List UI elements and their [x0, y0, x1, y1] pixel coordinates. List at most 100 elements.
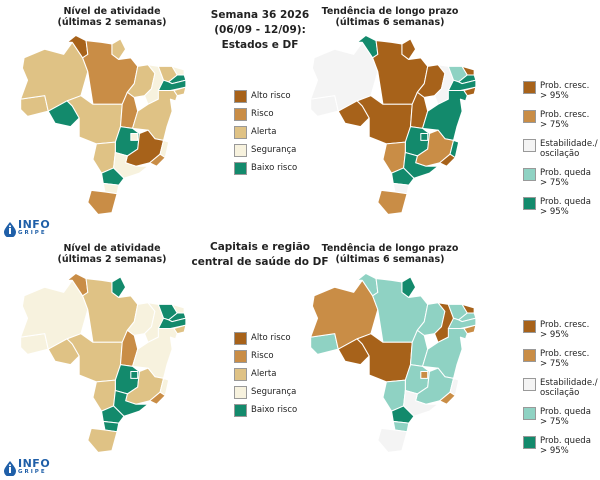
legend-item: Prob. queda > 95%: [523, 197, 598, 224]
legend-swatch: [234, 107, 247, 121]
info-drop-icon: [4, 221, 16, 237]
trend-title-line2: (últimas 6 semanas): [335, 254, 445, 265]
legend-swatch: [234, 331, 247, 345]
legend-label: Prob. queda > 75%: [540, 407, 591, 427]
activity-title-line2: (últimas 2 semanas): [57, 17, 167, 28]
state-region: [420, 133, 429, 141]
legend-swatch: [234, 143, 247, 157]
legend-swatch: [234, 161, 247, 175]
main-title: Semana 36 2026 (06/09 - 12/09): Estados …: [185, 8, 335, 53]
map-states-activity: [20, 34, 187, 215]
state-region: [403, 151, 439, 179]
state-region: [439, 153, 456, 167]
state-region: [113, 151, 149, 179]
legend-item: Prob. cresc. > 95%: [523, 320, 598, 347]
state-region: [130, 133, 139, 141]
section2-title-line2: central de saúde do DF: [191, 256, 329, 268]
state-region: [149, 153, 166, 167]
state-region: [113, 389, 149, 417]
legend-swatch: [523, 197, 536, 210]
legend-swatch: [234, 125, 247, 139]
legend-label: Alto risco: [251, 333, 291, 343]
legend-label: Segurança: [251, 387, 297, 397]
state-region: [157, 317, 187, 330]
state-region: [377, 189, 408, 215]
trend-title-line1: Tendência de longo prazo: [321, 6, 459, 17]
legend-swatch: [523, 320, 536, 333]
map-states-trend: [310, 34, 477, 215]
legend-item: Alerta: [234, 124, 297, 140]
activity-title-bottom: Nível de atividade (últimas 2 semanas): [22, 243, 202, 265]
state-region: [420, 371, 429, 379]
state-region: [101, 405, 125, 424]
legend-item: Alto risco: [234, 88, 297, 104]
legend-swatch: [234, 89, 247, 103]
logo-line1: INFO: [18, 457, 51, 470]
state-region: [149, 391, 166, 405]
trend-title-bottom: Tendência de longo prazo (últimas 6 sema…: [300, 243, 480, 265]
legend-swatch: [234, 349, 247, 363]
legend-item: Alerta: [234, 366, 297, 382]
logo-line2: GRIPE: [18, 469, 47, 475]
state-region: [447, 79, 477, 92]
legend-swatch: [523, 407, 536, 420]
main-title-line1: Semana 36 2026: [210, 9, 310, 21]
state-region: [101, 167, 125, 186]
legend-swatch: [523, 436, 536, 449]
legend-item: Estabilidade./oscilação: [523, 139, 598, 166]
main-title-line2: (06/09 - 12/09):: [214, 24, 306, 36]
legend-swatch: [523, 349, 536, 362]
legend-item: Baixo risco: [234, 160, 297, 176]
legend-label: Prob. queda > 75%: [540, 168, 591, 188]
trend-title-top: Tendência de longo prazo (últimas 6 sema…: [300, 6, 480, 28]
legend-label: Risco: [251, 351, 274, 361]
legend-label: Alerta: [251, 127, 277, 137]
trend-title-line2: (últimas 6 semanas): [335, 17, 445, 28]
legend-label: Estabilidade./oscilação: [540, 378, 598, 398]
legend-activity-top: Alto risco Risco Alerta Segurança Baixo risc…: [234, 88, 297, 178]
state-region: [391, 405, 415, 424]
legend-item: Prob. cresc. > 95%: [523, 81, 598, 108]
map-capitals-trend: [310, 272, 477, 453]
legend-swatch: [523, 168, 536, 181]
infogripe-logo-bottom: INFO GRIPE: [4, 457, 51, 477]
legend-swatch: [523, 81, 536, 94]
state-region: [447, 317, 477, 330]
state-region: [87, 427, 118, 453]
legend-label: Prob. cresc. > 75%: [540, 349, 590, 369]
info-drop-icon: [4, 460, 16, 476]
legend-label: Estabilidade./oscilação: [540, 139, 598, 159]
legend-item: Prob. queda > 75%: [523, 168, 598, 195]
legend-swatch: [523, 378, 536, 391]
legend-item: Risco: [234, 106, 297, 122]
legend-item: Alto risco: [234, 330, 297, 346]
legend-activity-bottom: Alto risco Risco Alerta Segurança Baixo risc…: [234, 330, 297, 420]
legend-item: Prob. queda > 75%: [523, 407, 598, 434]
legend-item: Risco: [234, 348, 297, 364]
legend-trend-top: Prob. cresc. > 95% Prob. cresc. > 75% Estabi…: [523, 81, 598, 226]
legend-label: Risco: [251, 109, 274, 119]
legend-label: Prob. cresc. > 75%: [540, 110, 590, 130]
activity-title-line2: (últimas 2 semanas): [57, 254, 167, 265]
state-region: [157, 79, 187, 92]
state-region: [377, 427, 408, 453]
legend-swatch: [523, 139, 536, 152]
map-capitals-activity: [20, 272, 187, 453]
activity-title-line1: Nível de atividade: [63, 243, 161, 254]
logo-line1: INFO: [18, 218, 51, 231]
infogripe-logo-top: INFO GRIPE: [4, 218, 51, 238]
legend-item: Prob. cresc. > 75%: [523, 110, 598, 137]
state-region: [87, 189, 118, 215]
legend-item: Segurança: [234, 142, 297, 158]
legend-label: Prob. cresc. > 95%: [540, 81, 590, 101]
legend-label: Alerta: [251, 369, 277, 379]
activity-title-top: Nível de atividade (últimas 2 semanas): [22, 6, 202, 28]
legend-label: Prob. queda > 95%: [540, 197, 591, 217]
section2-title-line1: Capitais e região: [209, 241, 310, 253]
legend-swatch: [234, 403, 247, 417]
legend-swatch: [523, 110, 536, 123]
legend-trend-bottom: Prob. cresc. > 95% Prob. cresc. > 75% Estabi…: [523, 320, 598, 465]
trend-title-line1: Tendência de longo prazo: [321, 243, 459, 254]
legend-item: Segurança: [234, 384, 297, 400]
legend-item: Prob. queda > 95%: [523, 436, 598, 463]
